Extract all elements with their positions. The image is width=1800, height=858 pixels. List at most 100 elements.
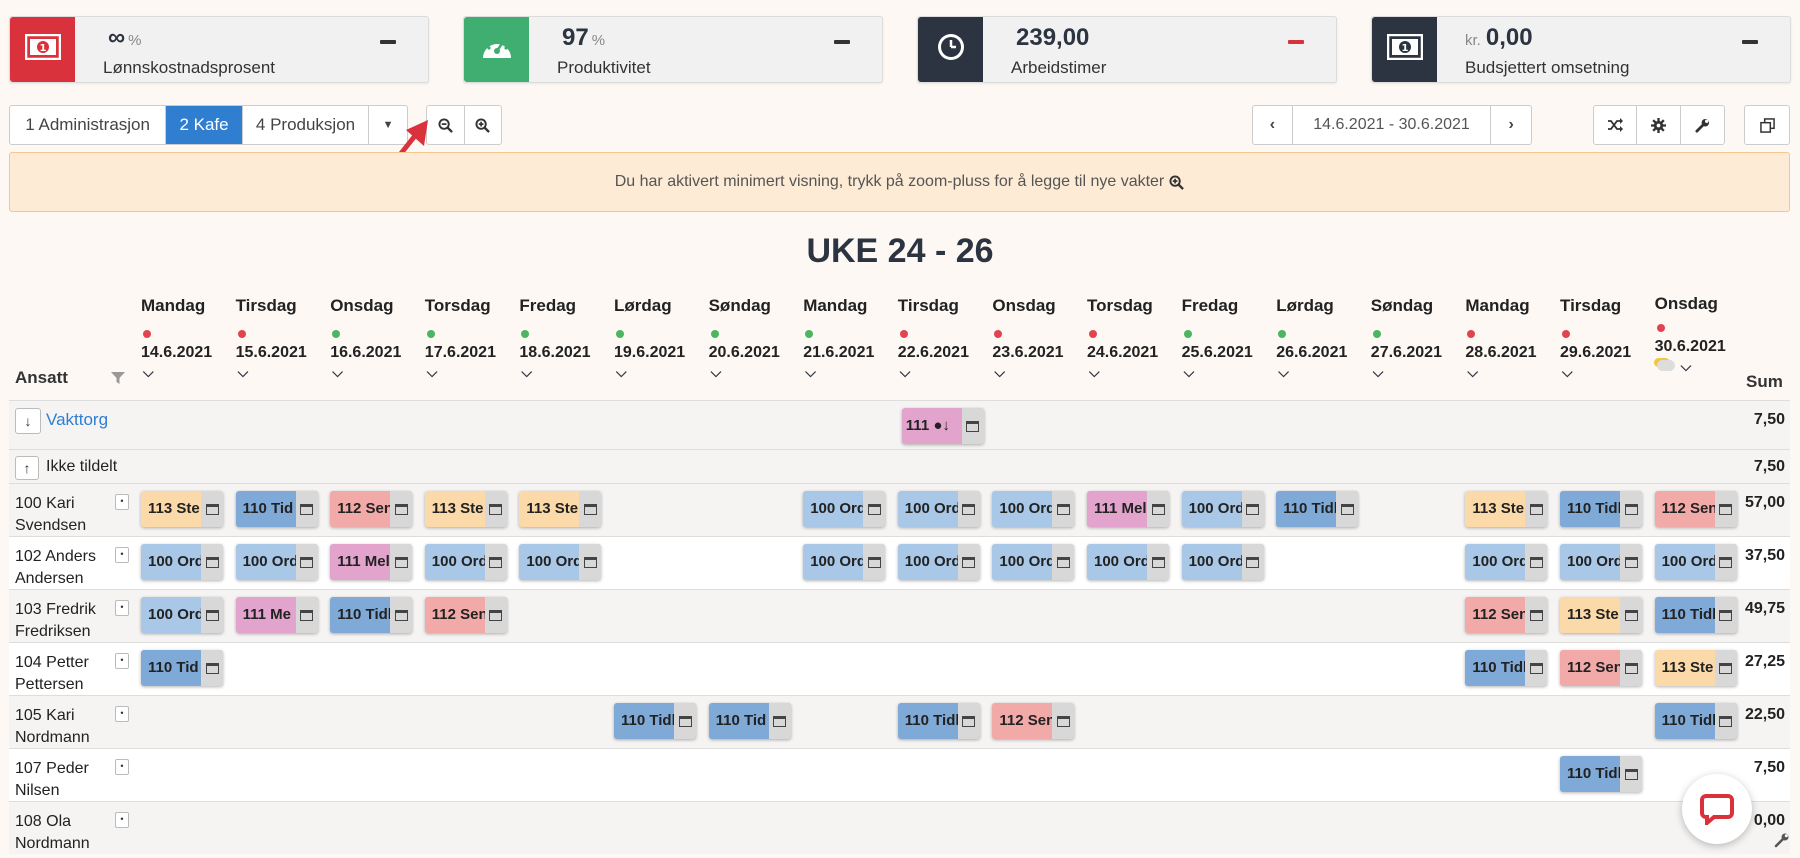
shift-calendar-button[interactable] <box>1714 544 1737 580</box>
shift-block[interactable]: 110 Tid <box>235 491 318 527</box>
shift-block[interactable]: 111 Me <box>235 597 318 633</box>
chevron-down-icon[interactable]: ⌵ <box>805 364 816 380</box>
employee-menu-button[interactable]: • <box>115 494 129 510</box>
employee-menu-button[interactable]: • <box>115 547 129 563</box>
filter-icon[interactable] <box>111 372 125 384</box>
employee-menu-button[interactable]: • <box>115 653 129 669</box>
tools-button[interactable] <box>1681 106 1724 144</box>
shift-block[interactable]: 100 Ord <box>992 491 1075 527</box>
shift-calendar-button[interactable] <box>1620 491 1642 527</box>
shift-calendar-button[interactable] <box>201 544 223 580</box>
shuffle-button[interactable] <box>1594 106 1638 144</box>
employee-name[interactable]: 102 Anders Andersen <box>15 548 96 587</box>
employee-name[interactable]: 104 Petter Pettersen <box>15 654 89 693</box>
shift-calendar-button[interactable] <box>1147 491 1169 527</box>
shift-calendar-button[interactable] <box>1525 650 1548 686</box>
employee-menu-button[interactable]: • <box>115 759 129 775</box>
shift-block[interactable]: 110 Tid <box>708 703 791 739</box>
chevron-down-icon[interactable]: ⌵ <box>1372 364 1384 380</box>
shift-calendar-button[interactable] <box>390 597 413 633</box>
department-dropdown-button[interactable]: ▼ <box>369 106 407 144</box>
shift-block[interactable]: 100 Ord <box>897 491 980 527</box>
shift-block[interactable]: 100 Ord <box>1465 544 1548 580</box>
date-range-display[interactable]: 14.6.2021 - 30.6.2021 <box>1293 106 1492 144</box>
shift-calendar-button[interactable] <box>1336 491 1359 527</box>
shift-block[interactable]: 112 Sen <box>1465 597 1548 633</box>
employee-name[interactable]: 108 Ola Nordmann <box>15 813 90 852</box>
shift-calendar-button[interactable] <box>579 544 602 580</box>
kpi-collapse-toggle[interactable] <box>834 40 850 44</box>
shift-block[interactable]: 113 Ste <box>424 491 507 527</box>
employee-menu-button[interactable]: • <box>115 812 129 828</box>
chevron-down-icon[interactable]: ⌵ <box>616 364 627 380</box>
shift-calendar-button[interactable] <box>295 544 318 580</box>
shift-calendar-button[interactable] <box>1241 544 1264 580</box>
shift-calendar-button[interactable] <box>1052 491 1075 527</box>
wrench-corner-icon[interactable] <box>1774 832 1790 848</box>
department-tab-administrasjon[interactable]: 1 Administrasjon <box>10 106 167 144</box>
shift-calendar-button[interactable] <box>957 544 980 580</box>
shift-calendar-button[interactable] <box>957 703 980 739</box>
zoom-in-button[interactable] <box>465 106 502 144</box>
shift-calendar-button[interactable] <box>1525 491 1548 527</box>
department-tab-kafe[interactable]: 2 Kafe <box>166 106 243 144</box>
shift-calendar-button[interactable] <box>201 597 223 633</box>
shift-block[interactable]: 110 Tid <box>141 650 223 686</box>
shift-block[interactable]: 110 Tidl <box>1560 491 1642 527</box>
shift-block[interactable]: 113 Ste <box>141 491 223 527</box>
shift-calendar-button[interactable] <box>390 491 413 527</box>
shift-block[interactable]: 110 Tidl <box>614 703 696 739</box>
shift-block[interactable]: 110 Tidl <box>1654 703 1737 739</box>
shift-block[interactable]: 110 Tidl <box>1465 650 1548 686</box>
chevron-down-icon[interactable]: ⌵ <box>1467 364 1479 380</box>
vakttorg-label[interactable]: Vakttorg <box>46 410 109 429</box>
shift-block[interactable]: 100 Ord <box>803 544 886 580</box>
shift-block[interactable]: 100 Ord <box>1087 544 1169 580</box>
shift-calendar-button[interactable] <box>1525 597 1548 633</box>
previous-period-button[interactable]: ‹ <box>1253 106 1293 144</box>
shift-block[interactable]: 111 ●↓ <box>901 408 984 444</box>
employee-name[interactable]: 100 Kari Svendsen <box>15 495 87 534</box>
shift-block[interactable]: 112 Sen <box>1654 491 1737 527</box>
chevron-down-icon[interactable]: ⌵ <box>426 364 438 380</box>
shift-calendar-button[interactable] <box>961 408 984 444</box>
shift-calendar-button[interactable] <box>1714 597 1737 633</box>
shift-block[interactable]: 100 Ord <box>897 544 980 580</box>
shift-calendar-button[interactable] <box>1241 491 1264 527</box>
vakttorg-toggle-button[interactable]: ↓ <box>15 408 41 434</box>
shift-calendar-button[interactable] <box>768 703 791 739</box>
chevron-down-icon[interactable]: ⌵ <box>994 364 1006 380</box>
shift-block[interactable]: 110 Tidl <box>1276 491 1359 527</box>
chevron-down-icon[interactable]: ⌵ <box>1278 364 1289 380</box>
chevron-down-icon[interactable]: ⌵ <box>143 364 154 380</box>
shift-calendar-button[interactable] <box>1525 544 1548 580</box>
shift-block[interactable]: 100 Ord <box>803 491 886 527</box>
shift-block[interactable]: 112 Sen <box>424 597 507 633</box>
shift-block[interactable]: 100 Ord <box>1181 491 1264 527</box>
shift-block[interactable]: 100 Ord <box>424 544 507 580</box>
chevron-down-icon[interactable]: ⌵ <box>899 364 911 380</box>
shift-block[interactable]: 110 Tidl <box>330 597 413 633</box>
employee-name[interactable]: 105 Kari Nordmann <box>15 707 90 746</box>
shift-block[interactable]: 110 Tidl <box>1654 597 1737 633</box>
shift-calendar-button[interactable] <box>484 491 507 527</box>
shift-block[interactable]: 111 Mel <box>1087 491 1169 527</box>
chevron-down-icon[interactable]: ⌵ <box>237 364 249 380</box>
employee-menu-button[interactable]: • <box>115 600 129 616</box>
shift-block[interactable]: 113 Ste <box>1560 597 1642 633</box>
shift-block[interactable]: 100 Ord <box>1654 544 1737 580</box>
shift-calendar-button[interactable] <box>863 491 886 527</box>
shift-calendar-button[interactable] <box>1052 703 1075 739</box>
kpi-collapse-toggle[interactable] <box>380 40 396 44</box>
shift-calendar-button[interactable] <box>295 491 318 527</box>
shift-calendar-button[interactable] <box>1620 756 1642 792</box>
copy-button[interactable] <box>1745 106 1789 144</box>
employee-name[interactable]: 107 Peder Nilsen <box>15 760 89 799</box>
shift-block[interactable]: 113 Ste <box>519 491 602 527</box>
chevron-down-icon[interactable]: ⌵ <box>1656 358 1749 375</box>
shift-calendar-button[interactable] <box>1714 703 1737 739</box>
shift-calendar-button[interactable] <box>579 491 602 527</box>
employee-menu-button[interactable]: • <box>115 706 129 722</box>
chevron-down-icon[interactable]: ⌵ <box>1089 364 1100 380</box>
shift-block[interactable]: 113 Ste <box>1465 491 1548 527</box>
